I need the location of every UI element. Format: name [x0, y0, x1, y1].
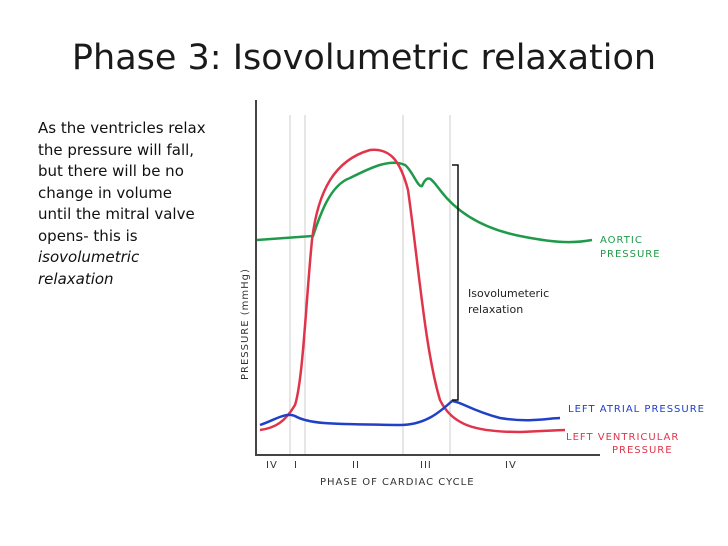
- phase-label: III: [420, 460, 432, 471]
- ventricular-curve: [259, 148, 566, 434]
- phase-label: II: [352, 460, 360, 471]
- phase-label: IV: [505, 460, 517, 471]
- body-plain: As the ventricles relax the pressure wil…: [38, 119, 206, 245]
- x-axis-label: PHASE OF CARDIAC CYCLE: [320, 477, 475, 488]
- y-axis-label: PRESSURE (mmHg): [240, 268, 251, 380]
- ventricular-label: LEFT VENTRICULAR: [566, 432, 679, 443]
- phase-lines: [289, 115, 451, 455]
- annotation-line: relaxation: [468, 303, 523, 316]
- annotation-line: Isovolumeteric: [468, 287, 549, 300]
- aortic-label: AORTIC PRESSURE: [600, 235, 661, 260]
- phase-label: I: [294, 460, 298, 471]
- aortic-label-word: PRESSURE: [600, 249, 661, 260]
- bracket: [452, 164, 459, 401]
- slide-title: Phase 3: Isovolumetric relaxation: [71, 38, 657, 78]
- aortic-label-word: AORTIC: [600, 235, 643, 246]
- body-text: As the ventricles relax the pressure wil…: [38, 118, 208, 290]
- ventricular-label: PRESSURE: [612, 445, 673, 456]
- atrial-curve: [259, 399, 561, 427]
- phase-label: IV: [266, 460, 278, 471]
- aortic-curve: [256, 161, 593, 244]
- atrial-label: LEFT ATRIAL PRESSURE: [568, 404, 705, 415]
- body-emphasis: isovolumetric relaxation: [38, 248, 140, 288]
